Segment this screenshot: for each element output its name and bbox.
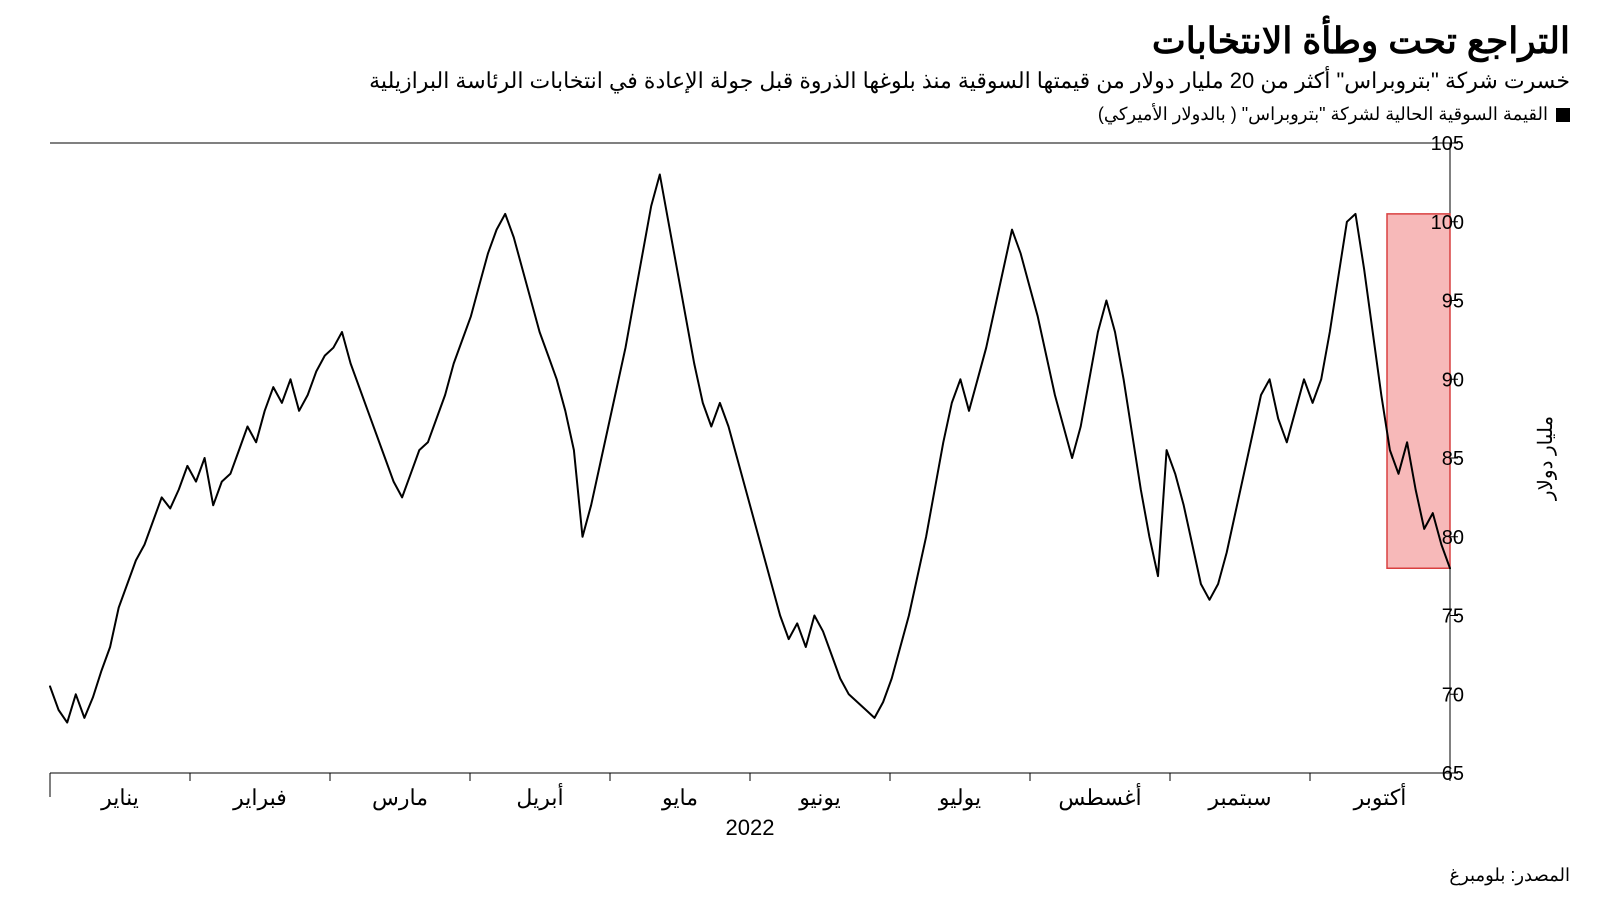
y-axis-title: مليار دولار [1535, 416, 1557, 501]
y-tick-label: 85 [1442, 448, 1464, 470]
y-tick-label: 95 [1442, 291, 1464, 313]
x-month-label: مارس [372, 785, 428, 811]
y-tick-label: 100 [1431, 212, 1464, 234]
chart-container: 65 70 75 80 85 90 95 100 105 مليار دولار يناير فبرا… [30, 133, 1570, 853]
y-tick-label: 105 [1431, 133, 1464, 155]
y-tick-label: 70 [1442, 684, 1464, 706]
x-month-label: يناير [100, 785, 139, 811]
x-month-label: يوليو [938, 785, 981, 811]
legend: القيمة السوقية الحالية لشركة "بتروبراس" … [30, 104, 1570, 125]
x-month-label: فبراير [232, 785, 287, 811]
x-month-label: سبتمبر [1207, 785, 1271, 811]
line-chart: 65 70 75 80 85 90 95 100 105 مليار دولار يناير فبرا… [30, 133, 1570, 853]
y-tick-label: 90 [1442, 369, 1464, 391]
series-line [50, 175, 1450, 723]
legend-swatch [1556, 108, 1570, 122]
y-tick-label: 75 [1442, 606, 1464, 628]
highlight-rect [1387, 214, 1450, 568]
chart-title: التراجع تحت وطأة الانتخابات [30, 20, 1570, 62]
source-label: المصدر: بلومبرغ [30, 865, 1570, 886]
y-tick-label: 80 [1442, 527, 1464, 549]
x-year-label: 2022 [726, 815, 775, 840]
y-tick-label: 65 [1442, 763, 1464, 785]
x-month-label: أكتوبر [1353, 782, 1407, 811]
legend-label: القيمة السوقية الحالية لشركة "بتروبراس" … [1098, 104, 1548, 125]
x-month-label: مايو [661, 785, 698, 811]
x-month-label: أبريل [516, 782, 563, 811]
x-month-label: أغسطس [1058, 782, 1141, 811]
x-month-label: يونيو [798, 785, 841, 811]
chart-subtitle: خسرت شركة "بتروبراس" أكثر من 20 مليار دو… [30, 68, 1570, 94]
